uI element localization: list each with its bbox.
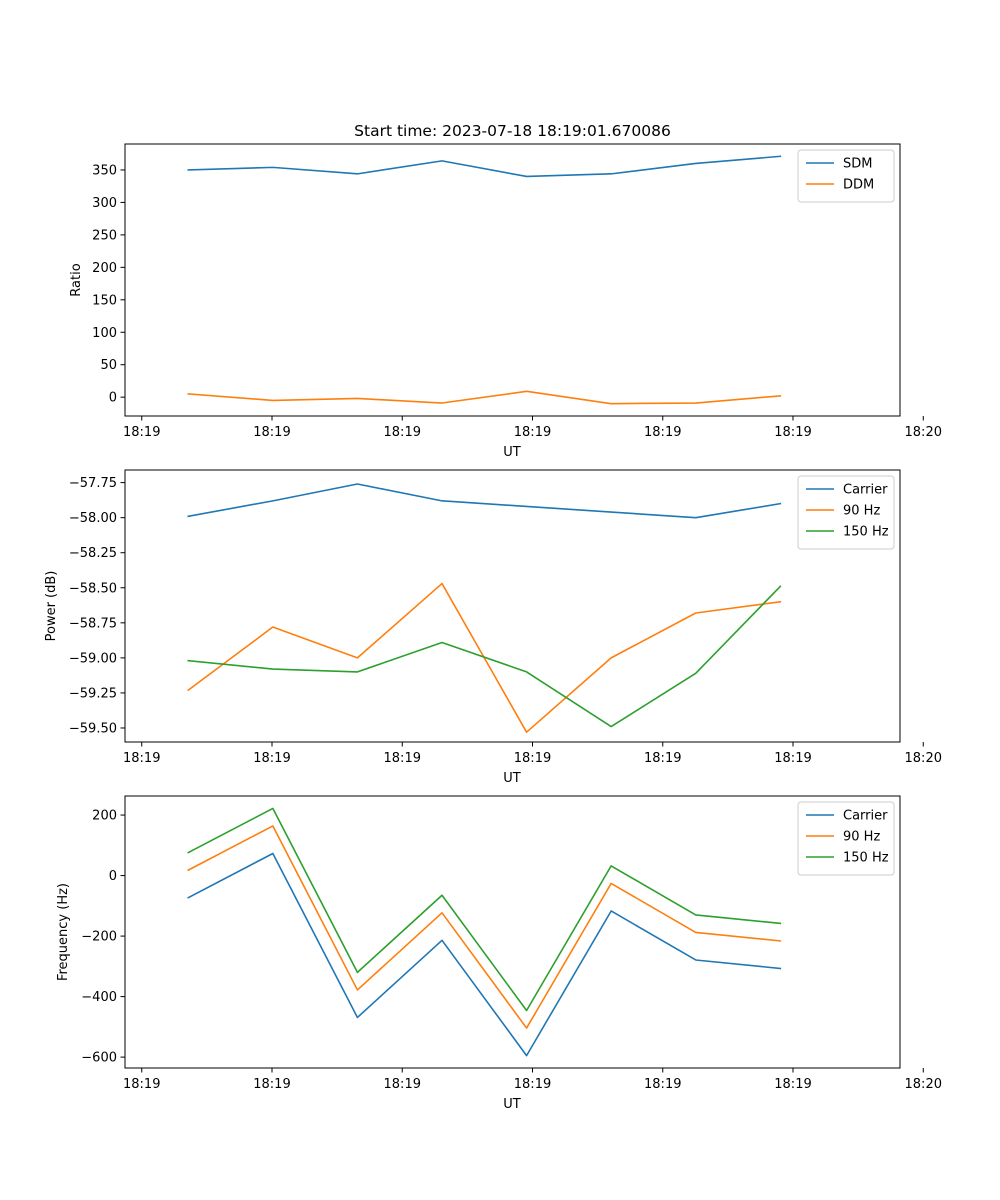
power-legend-label: Carrier [843, 483, 888, 498]
power-legend: Carrier 90 Hz 150 Hz [797, 475, 895, 550]
frequency-x-tick-label: 18:19 [253, 1077, 290, 1092]
power-x-tick-label: 18:20 [905, 751, 942, 766]
ratio-y-tick-label: 150 [92, 293, 117, 308]
ratio-x-tick-label: 18:19 [774, 425, 811, 440]
frequency-y-tick-label: 200 [92, 809, 117, 824]
frequency-series-line-carrier [187, 852, 782, 1057]
ratio-y-tick-label: 250 [92, 228, 117, 243]
power-y-tick-label: −59.00 [69, 651, 117, 666]
ratio-y-tick-label: 100 [92, 326, 117, 341]
ratio-y-tick-label: 200 [92, 261, 117, 276]
power-series-line-carrier [187, 483, 782, 519]
power-panel: 18:19 18:19 18:19 18:19 18:19 18:19 18:20 −59.5… [44, 469, 942, 786]
frequency-x-tick-label: 18:19 [384, 1077, 421, 1092]
frequency-legend: Carrier 90 Hz 150 Hz [797, 801, 895, 876]
power-x-tick-label: 18:19 [123, 751, 160, 766]
ratio-x-tick-label: 18:19 [253, 425, 290, 440]
figure-title: Start time: 2023-07-18 18:19:01.670086 [354, 122, 671, 140]
power-y-tick-label: −58.50 [69, 581, 117, 596]
ratio-y-tick-label: 0 [109, 391, 117, 406]
frequency-y-tick-label: 0 [109, 869, 117, 884]
frequency-x-axis-label: UT [503, 1097, 521, 1112]
frequency-axes-frame [124, 795, 901, 1069]
ratio-y-tick-label: 50 [100, 358, 117, 373]
frequency-y-axis-label: Frequency (Hz) [56, 883, 71, 981]
ratio-x-tick-label: 18:19 [384, 425, 421, 440]
frequency-series-line-90-hz [187, 825, 782, 1029]
power-legend-label: 150 Hz [843, 525, 889, 540]
power-axes-frame [124, 469, 901, 743]
ratio-legend-label: SDM [843, 157, 872, 172]
frequency-legend-label: 90 Hz [843, 830, 880, 845]
ratio-axes-frame [124, 143, 901, 417]
ratio-y-axis-label: Ratio [69, 263, 84, 296]
frequency-x-tick-label: 18:19 [123, 1077, 160, 1092]
power-x-axis-label: UT [503, 771, 521, 786]
power-x-tick-label: 18:19 [253, 751, 290, 766]
ratio-legend: SDM DDM [797, 149, 895, 203]
power-series-line-150-hz [187, 585, 782, 728]
ratio-legend-label: DDM [843, 178, 874, 193]
power-legend-label: 90 Hz [843, 504, 880, 519]
power-x-tick-label: 18:19 [644, 751, 681, 766]
power-y-tick-label: −58.00 [69, 511, 117, 526]
ratio-x-axis-label: UT [503, 445, 521, 460]
power-y-tick-label: −58.25 [69, 546, 117, 561]
ratio-panel: 18:19 18:19 18:19 18:19 18:19 18:19 18:20 0 50 10… [69, 143, 942, 460]
frequency-y-tick-label: −600 [81, 1051, 117, 1066]
ratio-y-tick-label: 300 [92, 196, 117, 211]
power-y-tick-label: −59.25 [69, 686, 117, 701]
power-y-axis-label: Power (dB) [44, 571, 59, 642]
power-x-tick-label: 18:19 [514, 751, 551, 766]
frequency-legend-label: Carrier [843, 809, 888, 824]
ratio-series-line-ddm [187, 390, 782, 405]
frequency-y-tick-label: −400 [81, 990, 117, 1005]
ratio-series-line-sdm [187, 155, 782, 178]
frequency-x-tick-label: 18:19 [514, 1077, 551, 1092]
ratio-x-tick-label: 18:19 [514, 425, 551, 440]
power-x-tick-label: 18:19 [384, 751, 421, 766]
ratio-x-tick-label: 18:19 [644, 425, 681, 440]
frequency-x-tick-label: 18:19 [644, 1077, 681, 1092]
ratio-y-tick-label: 350 [92, 163, 117, 178]
power-x-tick-label: 18:19 [774, 751, 811, 766]
ratio-x-tick-label: 18:19 [123, 425, 160, 440]
power-y-tick-label: −59.50 [69, 721, 117, 736]
frequency-x-tick-label: 18:20 [905, 1077, 942, 1092]
frequency-y-tick-label: −200 [81, 930, 117, 945]
frequency-panel: 18:19 18:19 18:19 18:19 18:19 18:19 18:20 −600 −… [56, 795, 942, 1112]
power-y-tick-label: −57.75 [69, 476, 117, 491]
ratio-x-tick-label: 18:20 [905, 425, 942, 440]
frequency-legend-label: 150 Hz [843, 851, 889, 866]
frequency-series-line-150-hz [187, 807, 782, 1012]
frequency-x-tick-label: 18:19 [774, 1077, 811, 1092]
power-y-tick-label: −58.75 [69, 616, 117, 631]
